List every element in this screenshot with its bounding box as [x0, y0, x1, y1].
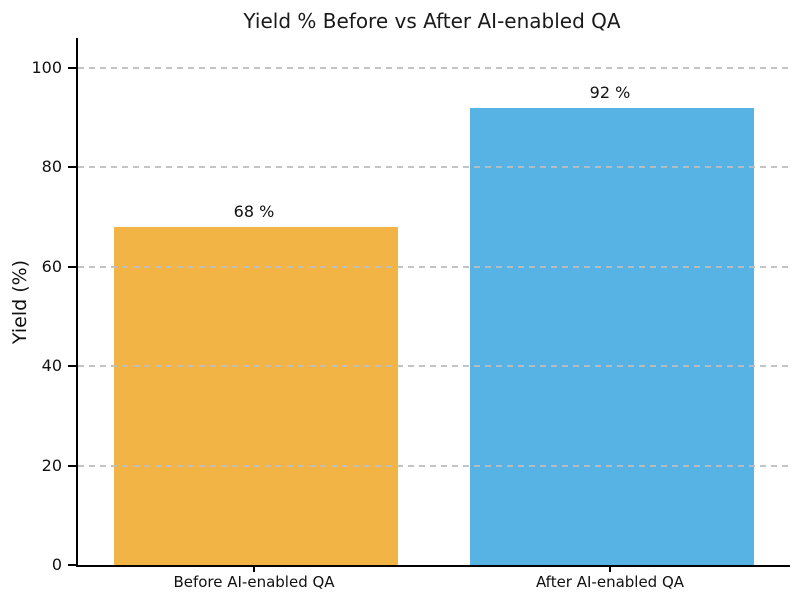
gridline-100: [78, 66, 790, 69]
x-tick-mark: [253, 567, 255, 572]
bar-value-label: 68 %: [233, 201, 275, 221]
y-tick-mark: [68, 564, 76, 566]
y-tick-label: 80: [41, 157, 62, 177]
bar-1: [469, 107, 755, 565]
y-tick-mark: [68, 66, 76, 69]
plot-area: [76, 38, 790, 567]
y-tick-label: 20: [41, 455, 62, 475]
y-tick-mark: [68, 166, 76, 169]
bar-value-label: 92 %: [589, 82, 631, 102]
y-tick-label: 100: [31, 57, 62, 77]
y-tick-label: 40: [41, 356, 62, 376]
gridline-60: [78, 265, 790, 268]
gridline-20: [78, 464, 790, 467]
y-tick-mark: [68, 365, 76, 368]
y-tick-label: 0: [51, 555, 62, 574]
gridline-40: [78, 365, 790, 368]
chart-title: Yield % Before vs After AI-enabled QA: [243, 9, 621, 33]
bar-0: [113, 226, 399, 565]
y-tick-mark: [68, 464, 76, 467]
gridline-80: [78, 166, 790, 169]
y-tick-mark: [68, 265, 76, 268]
y-tick-label: 60: [41, 256, 62, 276]
x-tick-mark: [609, 567, 611, 572]
x-tick-label: After AI-enabled QA: [535, 573, 685, 591]
x-tick-label: Before AI-enabled QA: [173, 573, 335, 591]
